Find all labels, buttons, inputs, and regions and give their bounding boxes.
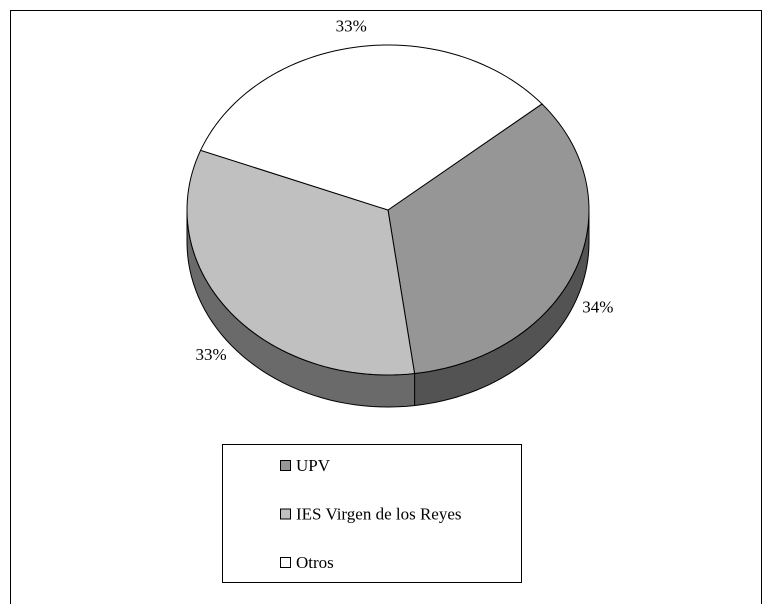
legend-label: Otros bbox=[296, 553, 334, 572]
slice bbox=[186, 149, 416, 376]
slice bbox=[387, 103, 590, 375]
legend: UPV IES Virgen de los Reyes Otros bbox=[280, 456, 462, 572]
data-label: 34% bbox=[582, 298, 613, 317]
slice bbox=[199, 44, 543, 211]
legend-box bbox=[222, 444, 522, 583]
data-label: 33% bbox=[196, 345, 227, 364]
legend-swatch bbox=[280, 508, 291, 520]
legend-swatch bbox=[280, 460, 291, 471]
pie: 34% 33% 33% bbox=[186, 17, 613, 408]
legend-swatch bbox=[280, 557, 291, 568]
data-label: 33% bbox=[336, 17, 367, 36]
legend-label: UPV bbox=[296, 456, 331, 475]
legend-label: IES Virgen de los Reyes bbox=[296, 504, 462, 523]
